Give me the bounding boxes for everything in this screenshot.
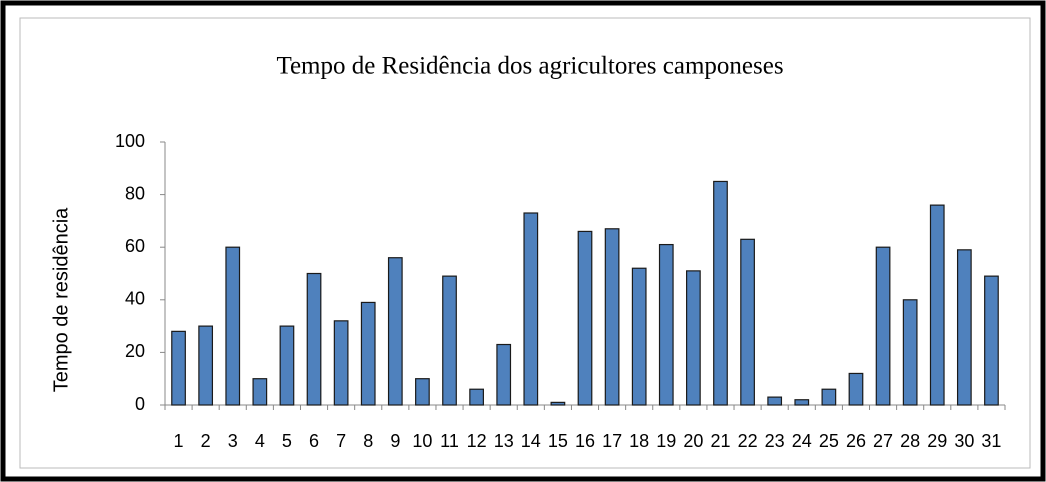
bar [360, 301, 376, 406]
x-tick-label: 14 [521, 431, 541, 451]
x-tick-label: 20 [683, 431, 703, 451]
x-tick-label: 15 [548, 431, 568, 451]
x-tick-label: 26 [846, 431, 866, 451]
bar [821, 388, 837, 406]
bar [225, 246, 241, 406]
x-tick-label: 18 [629, 431, 649, 451]
y-tick-label: 60 [125, 236, 145, 256]
bar [875, 246, 891, 406]
x-tick-label: 2 [201, 431, 211, 451]
x-tick-label: 22 [738, 431, 758, 451]
x-tick-label: 16 [575, 431, 595, 451]
x-tick-label: 5 [282, 431, 292, 451]
bar [577, 230, 593, 406]
bar [387, 257, 403, 406]
x-tick-label: 25 [819, 431, 839, 451]
bar [794, 399, 810, 406]
x-tick-label: 17 [602, 431, 622, 451]
bar [604, 228, 620, 406]
bar [279, 325, 295, 406]
bar [848, 372, 864, 406]
bar [929, 204, 945, 406]
bar [306, 272, 322, 406]
bar [415, 378, 430, 406]
x-tick-label: 6 [309, 431, 319, 451]
bar [713, 180, 728, 406]
chart-title: Tempo de Residência dos agricultores cam… [276, 53, 783, 80]
x-tick-label: 9 [390, 431, 400, 451]
bar [658, 243, 674, 406]
x-tick-label: 28 [900, 431, 920, 451]
y-tick-label: 40 [125, 289, 145, 309]
bar [252, 378, 268, 406]
y-axis-label: Tempo de residência [50, 207, 72, 392]
y-tick-label: 0 [135, 394, 145, 414]
bar [333, 320, 349, 406]
bar [984, 275, 999, 406]
x-tick-label: 10 [412, 431, 432, 451]
y-tick-label: 100 [115, 131, 145, 151]
x-tick-label: 4 [255, 431, 265, 451]
bar [469, 388, 484, 406]
x-tick-label: 8 [363, 431, 373, 451]
bar [740, 238, 755, 406]
x-tick-label: 11 [440, 431, 459, 451]
y-tick-label: 80 [125, 183, 145, 203]
bar [686, 270, 701, 406]
x-tick-label: 27 [873, 431, 893, 451]
x-tick-label: 19 [656, 431, 676, 451]
x-tick-label: 23 [765, 431, 785, 451]
bar [956, 249, 972, 406]
x-tick-label: 13 [494, 431, 514, 451]
x-tick-label: 29 [927, 431, 947, 451]
bar [631, 267, 647, 406]
bar [442, 275, 457, 406]
x-tick-label: 30 [954, 431, 974, 451]
x-tick-label: 12 [467, 431, 487, 451]
bar [496, 343, 512, 406]
x-tick-label: 24 [792, 431, 812, 451]
bar [902, 299, 918, 406]
x-tick-label: 1 [174, 431, 184, 451]
y-tick-label: 20 [125, 341, 145, 361]
bar [198, 325, 214, 406]
x-tick-label: 7 [336, 431, 346, 451]
x-tick-label: 31 [981, 431, 1001, 451]
bar [550, 401, 566, 406]
bar [767, 396, 783, 406]
bar [523, 212, 539, 406]
x-tick-label: 21 [710, 431, 730, 451]
bar [171, 330, 186, 406]
x-tick-label: 3 [228, 431, 238, 451]
